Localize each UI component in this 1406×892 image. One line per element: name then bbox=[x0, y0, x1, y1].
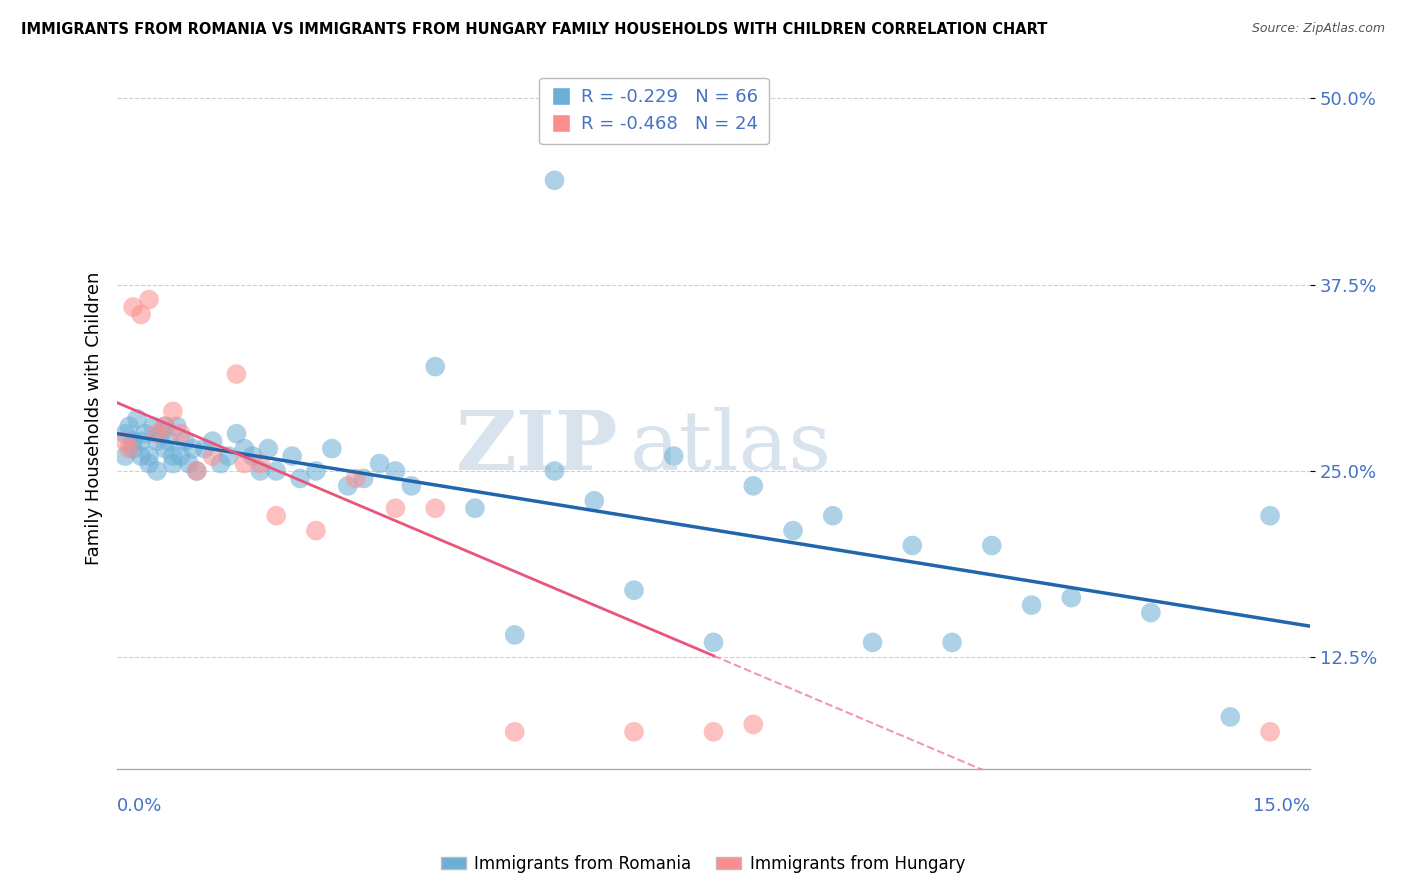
Point bbox=[583, 493, 606, 508]
Point bbox=[1060, 591, 1083, 605]
Point bbox=[170, 449, 193, 463]
Point bbox=[336, 479, 359, 493]
Point bbox=[233, 442, 256, 456]
Point bbox=[122, 434, 145, 449]
Point bbox=[153, 419, 176, 434]
Point bbox=[134, 426, 156, 441]
Text: Source: ZipAtlas.com: Source: ZipAtlas.com bbox=[1251, 22, 1385, 36]
Point bbox=[114, 426, 136, 441]
Point bbox=[114, 434, 136, 449]
Point bbox=[980, 539, 1002, 553]
Point bbox=[288, 471, 311, 485]
Point bbox=[118, 419, 141, 434]
Point bbox=[114, 449, 136, 463]
Point bbox=[1258, 724, 1281, 739]
Point bbox=[862, 635, 884, 649]
Point bbox=[153, 419, 176, 434]
Point bbox=[503, 724, 526, 739]
Point bbox=[425, 359, 447, 374]
Point bbox=[157, 434, 180, 449]
Point bbox=[821, 508, 844, 523]
Point bbox=[170, 426, 193, 441]
Point bbox=[177, 457, 200, 471]
Point bbox=[146, 464, 169, 478]
Point bbox=[321, 442, 343, 456]
Point bbox=[623, 583, 645, 598]
Text: 0.0%: 0.0% bbox=[117, 797, 163, 815]
Point bbox=[146, 426, 169, 441]
Point bbox=[186, 464, 208, 478]
Point bbox=[503, 628, 526, 642]
Point bbox=[122, 442, 145, 456]
Point bbox=[425, 501, 447, 516]
Point bbox=[181, 442, 204, 456]
Y-axis label: Family Households with Children: Family Households with Children bbox=[86, 272, 103, 566]
Point bbox=[305, 524, 328, 538]
Point bbox=[118, 442, 141, 456]
Point bbox=[225, 367, 247, 381]
Point bbox=[249, 457, 271, 471]
Point bbox=[1258, 508, 1281, 523]
Point bbox=[162, 449, 184, 463]
Point bbox=[138, 457, 160, 471]
Point bbox=[1140, 606, 1163, 620]
Point bbox=[138, 293, 160, 307]
Point bbox=[742, 717, 765, 731]
Point bbox=[162, 457, 184, 471]
Point bbox=[368, 457, 391, 471]
Point bbox=[401, 479, 423, 493]
Point bbox=[662, 449, 685, 463]
Point bbox=[186, 464, 208, 478]
Point bbox=[264, 508, 287, 523]
Text: IMMIGRANTS FROM ROMANIA VS IMMIGRANTS FROM HUNGARY FAMILY HOUSEHOLDS WITH CHILDR: IMMIGRANTS FROM ROMANIA VS IMMIGRANTS FR… bbox=[21, 22, 1047, 37]
Point bbox=[623, 724, 645, 739]
Point bbox=[129, 434, 152, 449]
Point bbox=[173, 434, 195, 449]
Point bbox=[702, 724, 724, 739]
Point bbox=[146, 434, 169, 449]
Point bbox=[353, 471, 375, 485]
Point bbox=[742, 479, 765, 493]
Point bbox=[138, 449, 160, 463]
Point bbox=[543, 464, 565, 478]
Text: 15.0%: 15.0% bbox=[1253, 797, 1310, 815]
Point bbox=[249, 464, 271, 478]
Point bbox=[384, 464, 406, 478]
Point bbox=[464, 501, 486, 516]
Point bbox=[125, 412, 148, 426]
Point bbox=[162, 404, 184, 418]
Point bbox=[702, 635, 724, 649]
Point bbox=[281, 449, 304, 463]
Text: ZIP: ZIP bbox=[456, 407, 619, 487]
Legend: R = -0.229   N = 66, R = -0.468   N = 24: R = -0.229 N = 66, R = -0.468 N = 24 bbox=[540, 78, 769, 145]
Legend: Immigrants from Romania, Immigrants from Hungary: Immigrants from Romania, Immigrants from… bbox=[434, 848, 972, 880]
Point bbox=[782, 524, 804, 538]
Point bbox=[142, 419, 165, 434]
Point bbox=[218, 449, 240, 463]
Point bbox=[1219, 710, 1241, 724]
Point bbox=[901, 539, 924, 553]
Point bbox=[153, 442, 176, 456]
Point bbox=[257, 442, 280, 456]
Point bbox=[122, 300, 145, 314]
Point bbox=[384, 501, 406, 516]
Point bbox=[209, 457, 232, 471]
Point bbox=[225, 426, 247, 441]
Point bbox=[264, 464, 287, 478]
Point bbox=[129, 308, 152, 322]
Point bbox=[201, 449, 224, 463]
Point bbox=[344, 471, 367, 485]
Point bbox=[543, 173, 565, 187]
Point bbox=[166, 419, 188, 434]
Point bbox=[1021, 598, 1043, 612]
Point bbox=[149, 426, 172, 441]
Point bbox=[233, 457, 256, 471]
Point bbox=[305, 464, 328, 478]
Text: atlas: atlas bbox=[630, 407, 832, 487]
Point bbox=[240, 449, 263, 463]
Point bbox=[941, 635, 963, 649]
Point bbox=[194, 442, 217, 456]
Point bbox=[201, 434, 224, 449]
Point bbox=[129, 449, 152, 463]
